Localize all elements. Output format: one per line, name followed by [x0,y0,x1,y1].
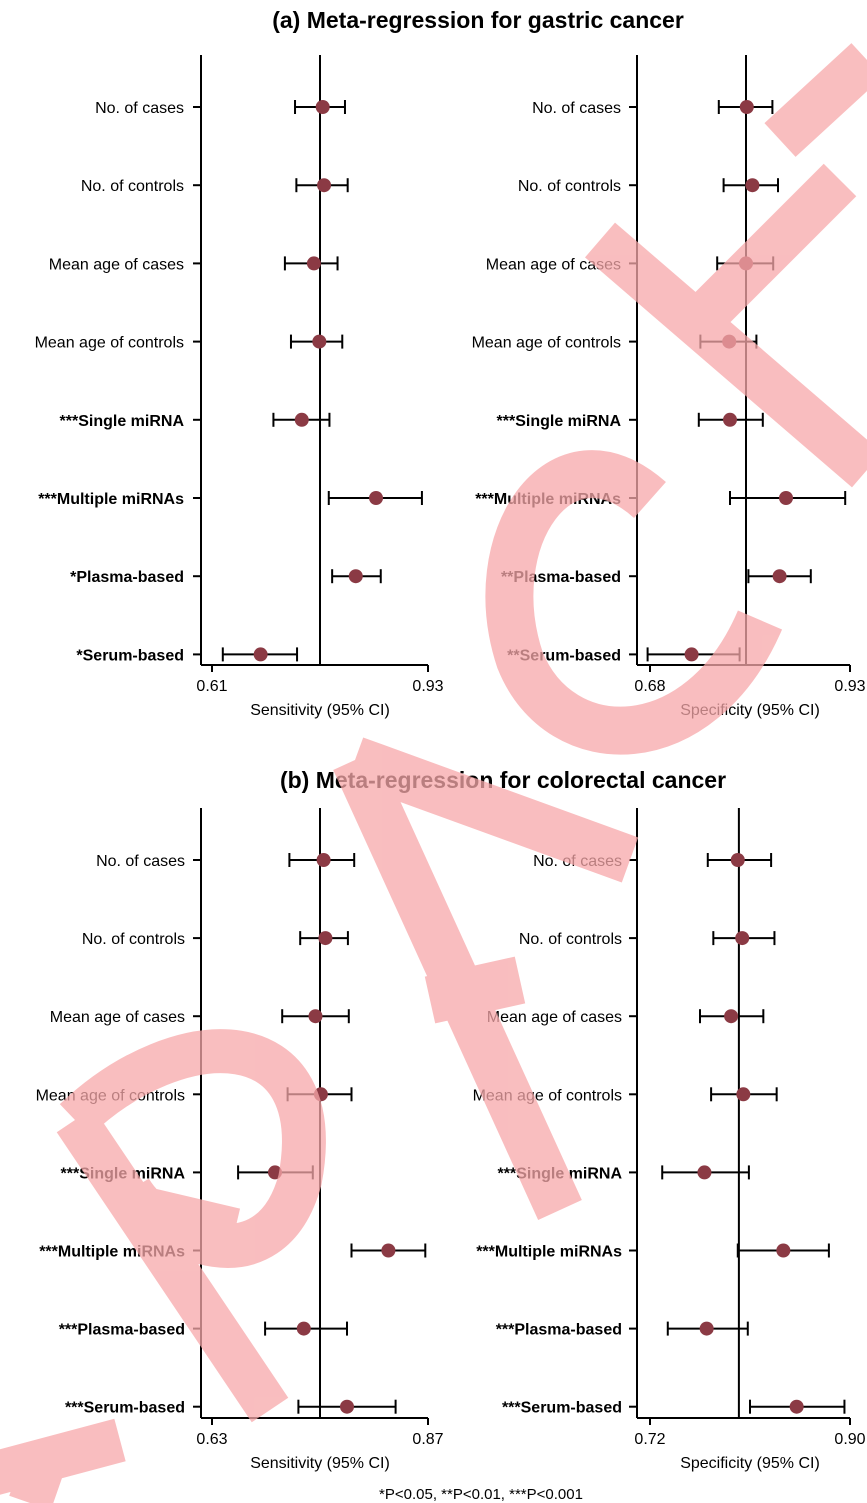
point-estimate [723,412,737,427]
point-estimate [348,569,363,584]
point-estimate [684,647,699,662]
point-estimate [735,931,750,946]
row-label: ***Plasma-based [59,1322,185,1339]
row-label: **Serum-based [507,647,621,664]
x-tick-label: 0.61 [196,678,227,695]
point-estimate [369,491,384,505]
x-axis-label: Specificity (95% CI) [680,702,820,719]
x-axis-label: Sensitivity (95% CI) [250,702,390,719]
row-label: No. of controls [518,178,621,195]
point-estimate [268,1165,282,1180]
row-label: Mean age of controls [35,335,184,352]
row-label: Mean age of cases [487,1009,622,1026]
point-estimate [316,853,331,867]
row-label: ***Single miRNA [61,1165,186,1182]
row-label: ***Multiple miRNAs [38,491,184,508]
point-estimate [739,256,753,271]
row-label: ***Multiple miRNAs [476,1244,622,1261]
row-label: No. of controls [519,931,622,948]
row-label: Mean age of cases [50,1009,185,1026]
panel-a-title: (a) Meta-regression for gastric cancer [272,7,684,33]
row-label: Mean age of cases [49,256,184,273]
point-estimate [779,491,793,505]
point-estimate [736,1087,751,1102]
point-estimate [306,256,321,271]
point-estimate [253,647,268,662]
x-tick-label: 0.90 [834,1431,865,1448]
row-label: ***Multiple miRNAs [39,1244,185,1261]
point-estimate [340,1399,354,1414]
row-label: ***Serum-based [65,1400,185,1417]
x-axis-label: Specificity (95% CI) [680,1455,820,1472]
row-label: ***Single miRNA [60,413,185,430]
row-label: No. of cases [533,853,622,870]
row-label: Mean age of cases [486,256,621,273]
row-label: Mean age of controls [36,1087,185,1104]
row-label: ***Single miRNA [498,1165,623,1182]
row-label: Mean age of controls [473,1087,622,1104]
point-estimate [697,1165,712,1180]
point-estimate [772,569,787,584]
x-tick-label: 0.87 [412,1431,443,1448]
row-label: No. of controls [81,178,184,195]
x-axis-label: Sensitivity (95% CI) [250,1455,390,1472]
row-label: *Plasma-based [70,569,184,586]
point-estimate [308,1009,323,1024]
point-estimate [745,178,760,193]
point-estimate [312,334,327,349]
point-estimate [789,1399,804,1414]
plot-panels: 0.61 0.93 Sensitivity (95% CI) No. of cases… [35,55,866,1472]
panel-b-title: (b) Meta-regression for colorectal cance… [280,767,726,793]
x-tick-label: 0.68 [634,678,665,695]
point-estimate [317,178,332,193]
x-tick-label: 0.93 [412,678,443,695]
row-label: **Plasma-based [501,569,621,586]
significance-footnote: *P<0.05, **P<0.01, ***P<0.001 [379,1486,583,1503]
row-label: ***Plasma-based [496,1322,622,1339]
row-label: ***Single miRNA [497,413,622,430]
row-label: Mean age of controls [472,335,621,352]
row-label: No. of controls [82,931,185,948]
row-label: No. of cases [532,100,621,117]
row-label: ***Multiple miRNAs [475,491,621,508]
point-estimate [315,100,330,114]
point-estimate [296,1321,311,1336]
row-label: *Serum-based [76,647,184,664]
point-estimate [739,100,754,114]
x-tick-label: 0.93 [834,678,865,695]
point-estimate [381,1243,396,1258]
point-estimate [776,1243,791,1258]
point-estimate [318,931,333,946]
x-tick-label: 0.63 [196,1431,227,1448]
x-tick-label: 0.72 [634,1431,665,1448]
point-estimate [730,853,745,867]
row-label: No. of cases [95,100,184,117]
point-estimate [294,412,309,427]
point-estimate [724,1009,739,1024]
point-estimate [722,334,737,349]
row-label: No. of cases [96,853,185,870]
row-label: ***Serum-based [502,1400,622,1417]
point-estimate [699,1321,714,1336]
point-estimate [313,1087,328,1102]
